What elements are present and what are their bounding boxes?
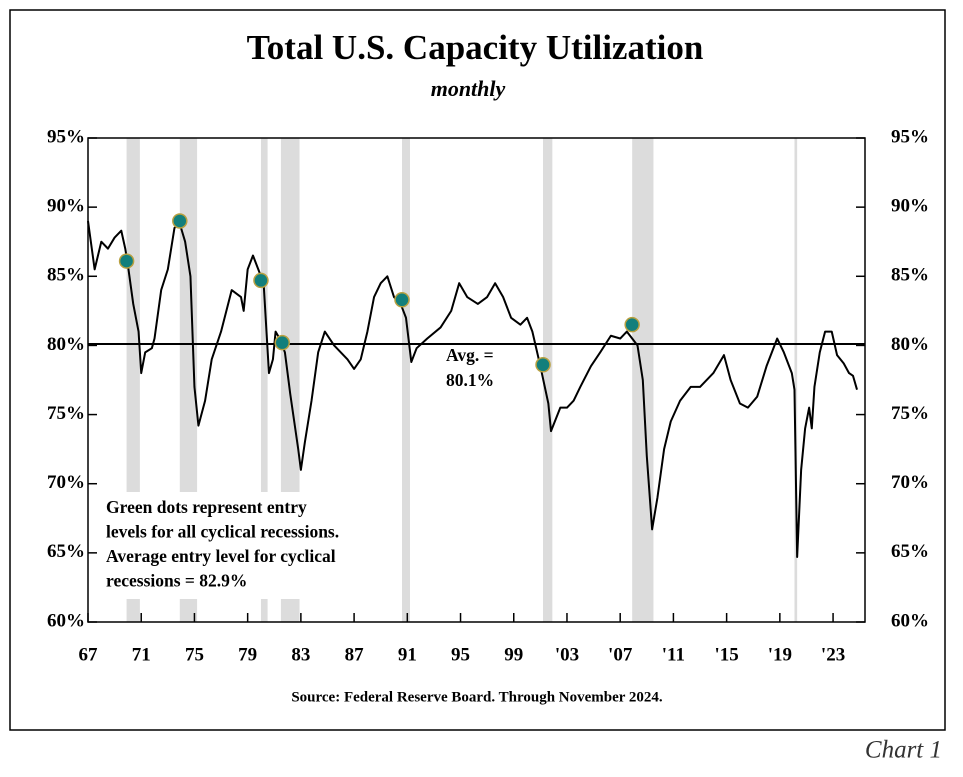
y2-tick-label: 60%: [891, 610, 929, 631]
note-text: Green dots represent entry: [106, 497, 307, 517]
x-tick-label: 71: [132, 644, 151, 665]
y-tick-label: 70%: [47, 472, 85, 493]
note-background: [100, 492, 395, 599]
y-tick-label: 95%: [47, 126, 85, 147]
y-tick-label: 75%: [47, 403, 85, 424]
chart-label: Chart 1: [865, 737, 942, 764]
chart-subtitle: monthly: [431, 76, 506, 101]
recession-band: [260, 138, 268, 622]
x-tick-label: '23: [821, 644, 845, 665]
plot-frame: [87, 137, 866, 623]
recession-band: [543, 138, 553, 622]
y2-tick-label: 80%: [891, 334, 929, 355]
recession-entry-dot: [172, 213, 188, 229]
x-tick-label: 79: [238, 644, 257, 665]
y-tick-label: 60%: [47, 610, 85, 631]
y-tick-label: 65%: [47, 541, 85, 562]
x-tick-label: 91: [398, 644, 417, 665]
y2-tick-label: 85%: [891, 265, 929, 286]
note-text: levels for all cyclical recessions.: [106, 522, 339, 542]
note-text: recessions = 82.9%: [106, 571, 247, 591]
recession-entry-dot: [274, 334, 290, 351]
x-tick-label: '07: [608, 644, 633, 665]
x-tick-label: '03: [555, 644, 579, 665]
y2-tick-label: 70%: [891, 472, 929, 493]
y-tick-label: 85%: [47, 265, 85, 286]
average-label: Avg. =: [446, 345, 494, 365]
source: Source: Federal Reserve Board. Through N…: [291, 689, 663, 705]
y2-tick-label: 90%: [891, 196, 929, 217]
chart-title: Total U.S. Capacity Utilization: [247, 28, 704, 67]
x-tick-label: '11: [662, 644, 685, 665]
frame: [9, 9, 946, 731]
recession-entry-dot: [535, 357, 551, 373]
x-tick-label: 99: [504, 644, 523, 665]
recession-band: [794, 138, 798, 622]
x-tick-label: 95: [451, 644, 470, 665]
recession-entry-dot: [118, 253, 135, 269]
y2-tick-label: 65%: [891, 541, 929, 562]
y-tick-label: 80%: [47, 334, 85, 355]
recession-entry-dot: [624, 316, 640, 333]
recession-entry-dot: [394, 292, 410, 308]
average-label: 80.1%: [446, 370, 494, 390]
recession-band: [401, 138, 410, 622]
x-tick-label: '19: [768, 644, 792, 665]
x-tick-label: 67: [79, 644, 99, 665]
x-tick-label: 83: [291, 644, 310, 665]
x-tick-label: 87: [345, 644, 365, 665]
note-text: Average entry level for cyclical: [106, 546, 336, 566]
recession-entry-dot: [253, 272, 269, 289]
y2-tick-label: 95%: [891, 126, 929, 147]
x-tick-label: '15: [714, 644, 738, 665]
y2-tick-label: 75%: [891, 403, 929, 424]
y-tick-label: 90%: [47, 196, 85, 217]
series-line: [87, 220, 858, 559]
x-tick-label: 75: [185, 644, 204, 665]
